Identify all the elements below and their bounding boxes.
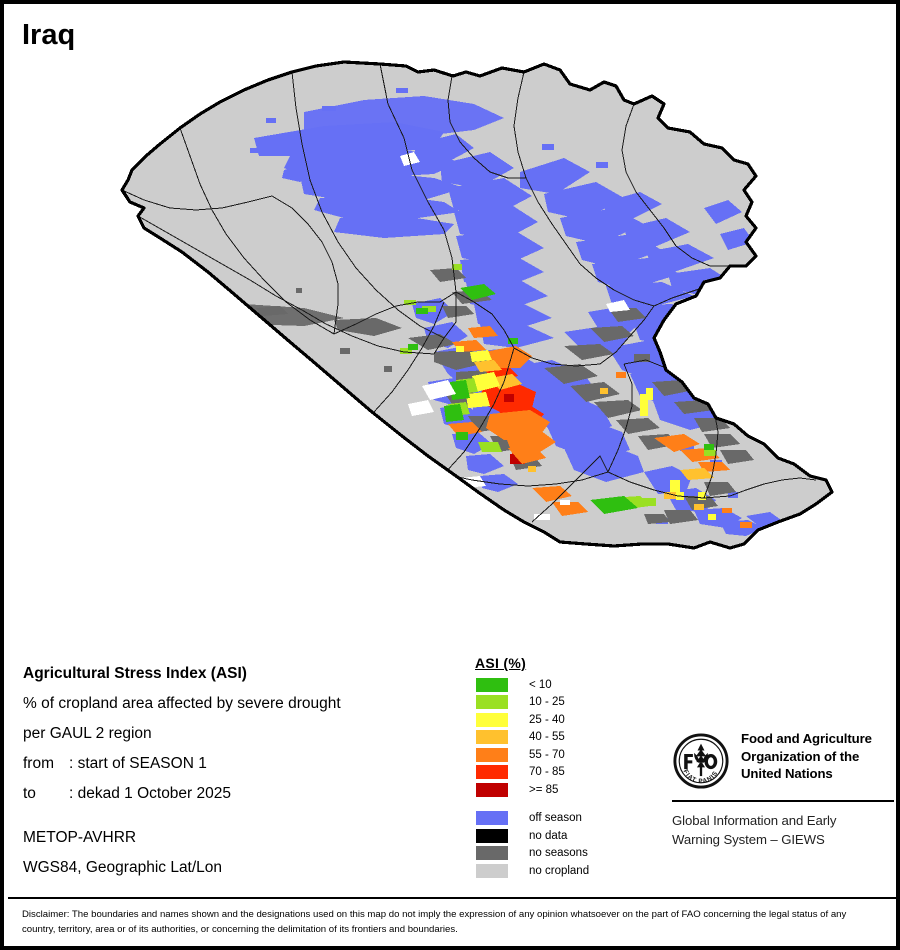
legend-label: 55 - 70 [529,748,565,761]
asi-25-40 [456,346,716,520]
legend-item-status-0: off season [472,810,652,828]
legend-item-status-1: no data [472,827,652,845]
legend-item-class-6: >= 85 [472,781,652,799]
legend-swatch [476,846,508,861]
map-legend: ASI (%) < 10 10 - 25 25 - 40 40 - 55 55 - 70… [472,655,652,880]
asi-lt-10 [408,284,714,514]
legend-item-status-2: no seasons [472,845,652,863]
legend-item-status-3: no cropland [472,862,652,880]
legend-item-class-0: < 10 [472,676,652,694]
asi-subtitle-2: per GAUL 2 region [23,725,152,742]
fao-divider [672,800,894,802]
legend-swatch [476,712,508,727]
legend-label: off season [529,812,582,825]
asi-subtitle-1: % of cropland area affected by severe dr… [23,695,341,712]
period-from-label: from [23,755,54,772]
legend-swatch [476,695,508,710]
asi-55-70 [448,326,752,528]
period-to-label: to [23,785,36,802]
asi-heading: Agricultural Stress Index (ASI) [23,665,247,682]
legend-swatch [476,863,508,878]
legend-label: 10 - 25 [529,696,565,709]
national-boundary [120,60,834,550]
fao-branding: FIAT PANIS Food and Agriculture Organiza… [672,730,896,849]
legend-swatch [476,782,508,797]
fao-organization-name: Food and Agriculture Organization of the… [741,731,872,781]
legend-swatch [476,811,508,826]
legend-item-class-5: 70 - 85 [472,764,652,782]
period-from: from : start of SEASON 1 [23,749,453,779]
info-spacer [23,809,453,823]
map-canvas[interactable] [4,52,896,642]
legend-status-list: off season no data no seasons no cropland [472,810,652,880]
legend-swatch [476,765,508,780]
fao-logo-icon: FIAT PANIS [672,732,730,790]
asi-class-layer [400,264,752,528]
legend-title: ASI (%) [475,655,527,671]
disclaimer-divider [8,897,896,899]
legend-swatch [476,828,508,843]
legend-item-class-2: 25 - 40 [472,711,652,729]
legend-swatch [476,747,508,762]
giews-system-name: Global Information and Early Warning Sys… [672,813,837,847]
legend-label: no data [529,829,568,842]
legend-label: >= 85 [529,783,559,796]
legend-swatch [476,677,508,692]
legend-label: no seasons [529,847,588,860]
legend-label: 40 - 55 [529,731,565,744]
legend-item-class-4: 55 - 70 [472,746,652,764]
info-block: Agricultural Stress Index (ASI) % of cro… [23,659,453,883]
period-to-value: : dekad 1 October 2025 [69,785,232,802]
period-to: to : dekad 1 October 2025 [23,779,453,809]
period-from-value: : start of SEASON 1 [69,755,207,772]
legend-label: < 10 [529,678,552,691]
disclaimer-text: Disclaimer: The boundaries and names sho… [22,909,847,935]
legend-item-class-3: 40 - 55 [472,729,652,747]
page-title: Iraq [22,19,76,51]
legend-spacer [472,799,652,810]
legend-class-list: < 10 10 - 25 25 - 40 40 - 55 55 - 70 70 - 85 >… [472,676,652,799]
legend-item-class-1: 10 - 25 [472,694,652,712]
legend-label: 25 - 40 [529,713,565,726]
legend-label: 70 - 85 [529,766,565,779]
legend-label: no cropland [529,864,590,877]
asi-40-55 [474,360,714,510]
sensor-label: METOP-AVHRR [23,829,137,846]
projection-label: WGS84, Geographic Lat/Lon [23,859,223,876]
legend-swatch [476,730,508,745]
